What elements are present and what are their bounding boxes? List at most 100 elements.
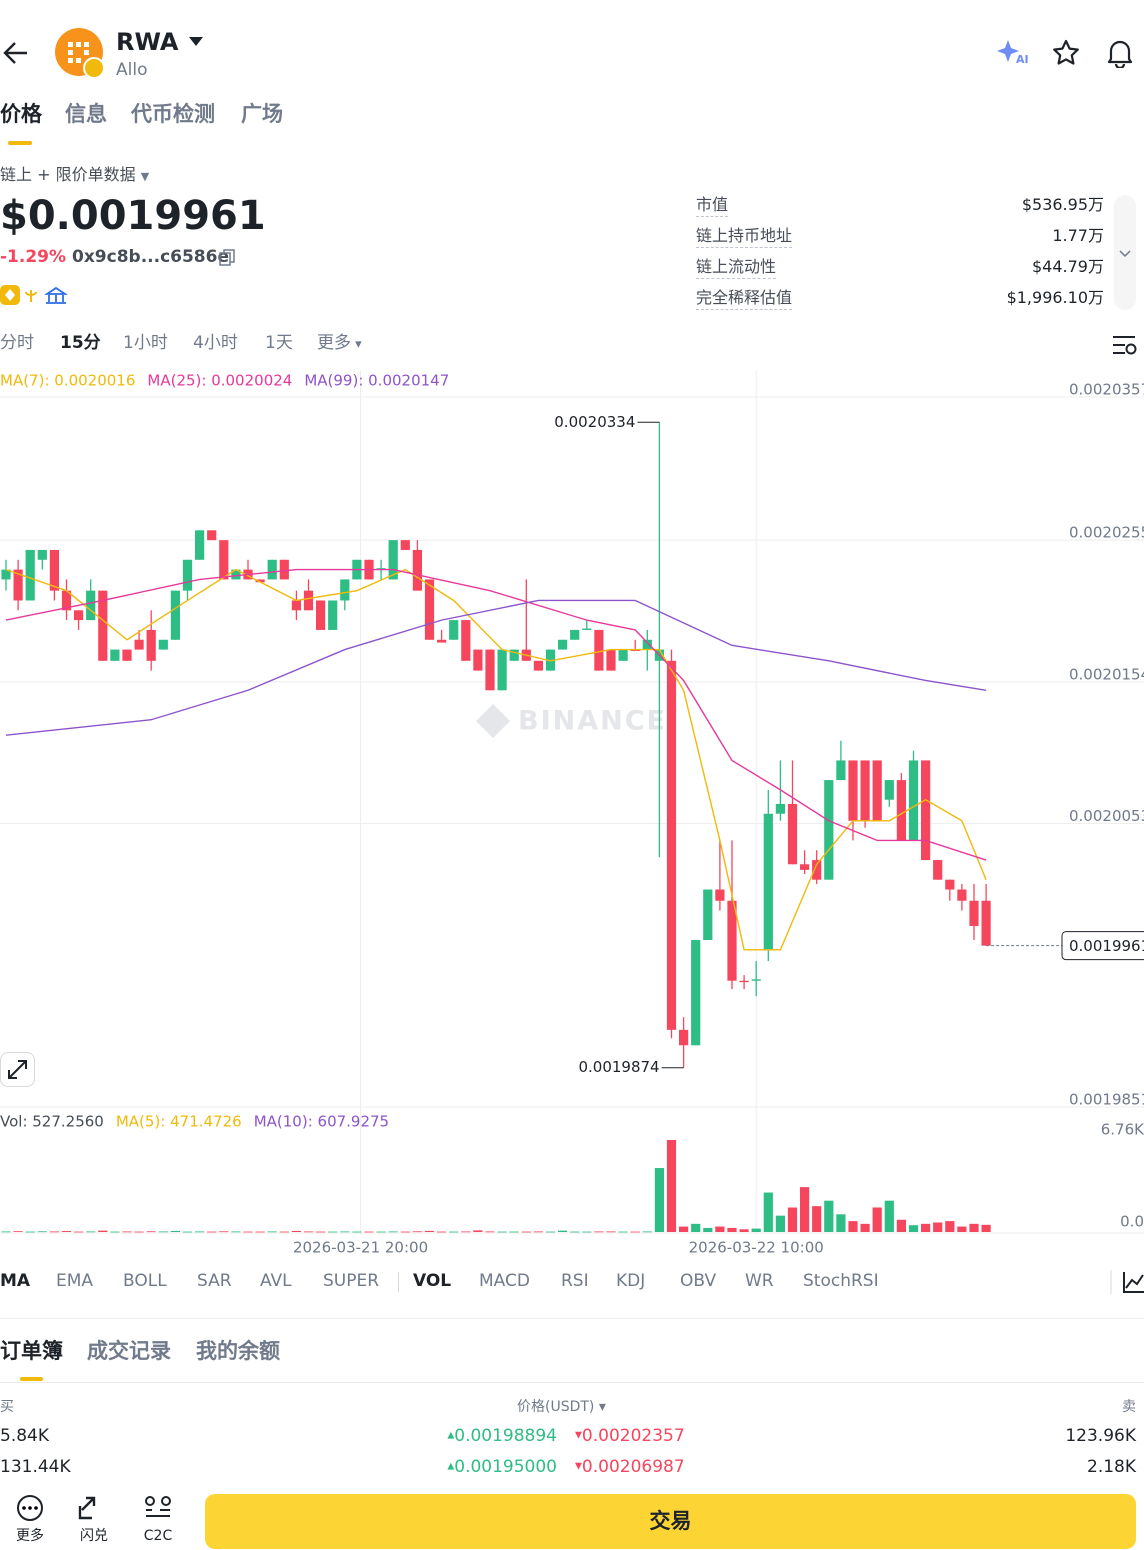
- candle-body: [267, 559, 277, 580]
- volume-bar: [243, 1231, 253, 1233]
- volume-bar: [25, 1231, 35, 1233]
- ask-price: ▼0.00202357: [575, 1426, 685, 1446]
- ob-header[interactable]: 价格(USDT) ▾: [517, 1399, 606, 1415]
- ma-line: [5, 568, 987, 951]
- orderbook-tab[interactable]: 成交记录: [87, 1339, 171, 1363]
- candle-body: [836, 760, 846, 781]
- candle-body: [98, 590, 108, 661]
- volume-bar: [49, 1231, 59, 1233]
- tab[interactable]: 广场: [241, 102, 283, 126]
- ob-header: 买: [0, 1399, 14, 1415]
- volume-bar: [219, 1231, 229, 1233]
- volume-bar: [400, 1231, 410, 1233]
- candle-body: [110, 649, 120, 661]
- back-button[interactable]: [2, 40, 30, 66]
- timeframe[interactable]: 1小时: [123, 333, 168, 353]
- volume-bar: [424, 1230, 435, 1232]
- timeframe[interactable]: 1天: [265, 333, 293, 353]
- indicator-tab[interactable]: KDJ: [616, 1271, 646, 1291]
- svg-text:AI: AI: [1016, 53, 1029, 66]
- candle-body: [921, 760, 931, 861]
- divider: [398, 1272, 399, 1292]
- stat-label: 市值: [696, 197, 729, 217]
- candle-body: [727, 900, 737, 981]
- indicator-tab[interactable]: AVL: [260, 1271, 292, 1291]
- tab[interactable]: 代币检测: [131, 102, 215, 126]
- volume-bar: [158, 1231, 168, 1233]
- volume-bar: [582, 1231, 592, 1233]
- indicator-tab[interactable]: WR: [745, 1271, 774, 1291]
- indicator-tab[interactable]: VOL: [413, 1271, 452, 1291]
- candle-body: [533, 660, 543, 671]
- token-logo: [55, 28, 105, 79]
- tab[interactable]: 价格: [0, 102, 42, 126]
- stat-label: 链上持币地址: [696, 228, 793, 248]
- volume-bar: [13, 1231, 23, 1232]
- chart-settings[interactable]: [1112, 334, 1138, 358]
- down-caret: ▼: [575, 1461, 582, 1472]
- candle-body: [158, 639, 168, 650]
- orderbook-tab[interactable]: 我的余额: [196, 1339, 280, 1363]
- token-symbol[interactable]: RWA: [116, 28, 179, 56]
- volume-bar: [848, 1221, 858, 1232]
- indicator-tab[interactable]: MACD: [479, 1271, 530, 1291]
- trade-button[interactable]: 交易: [205, 1494, 1136, 1549]
- timeframe[interactable]: 更多 ▾: [317, 333, 362, 353]
- nav-item[interactable]: 闪兑: [80, 1528, 108, 1544]
- volume-bar: [291, 1230, 301, 1232]
- timeframe[interactable]: 分时: [0, 333, 34, 353]
- volume-tick-label: 6.76K: [1101, 1121, 1144, 1139]
- timeframe[interactable]: 4小时: [193, 333, 238, 353]
- indicator-tab[interactable]: BOLL: [123, 1271, 167, 1291]
- volume-bar: [37, 1231, 47, 1233]
- candle-body: [291, 600, 301, 611]
- candle-body: [134, 639, 144, 650]
- orderbook-tab[interactable]: 订单簿: [0, 1339, 63, 1363]
- candle-body: [340, 579, 350, 601]
- candle-body: [969, 900, 979, 927]
- candle-body: [860, 760, 870, 821]
- alert-button[interactable]: [1106, 38, 1134, 68]
- indicator-settings[interactable]: [1110, 1268, 1144, 1296]
- volume-bar: [110, 1231, 120, 1233]
- volume-bar: [61, 1231, 72, 1232]
- indicator-tab[interactable]: SUPER: [323, 1271, 380, 1291]
- nav-item[interactable]: 更多: [16, 1528, 44, 1544]
- volume-bar: [497, 1231, 507, 1233]
- y-tick-label: 0.0019851: [1069, 1091, 1144, 1109]
- copy-button[interactable]: [219, 249, 235, 267]
- candle-body: [437, 639, 447, 643]
- candle-body: [207, 530, 217, 541]
- candle-body: [1, 569, 11, 580]
- candle-body: [945, 879, 955, 890]
- stats-expand[interactable]: [1114, 195, 1136, 310]
- timeframe[interactable]: 15分: [60, 333, 101, 353]
- volume-bar: [545, 1231, 556, 1233]
- indicator-tab[interactable]: SAR: [197, 1271, 232, 1291]
- favorite-button[interactable]: [1052, 39, 1080, 67]
- volume-bar: [146, 1231, 156, 1233]
- indicator-tab[interactable]: OBV: [680, 1271, 717, 1291]
- price-change: -1.29%: [0, 247, 67, 267]
- volume-bar: [521, 1231, 531, 1233]
- indicator-tab[interactable]: MA: [0, 1271, 31, 1291]
- volume-bar: [618, 1231, 628, 1233]
- candle-body: [896, 780, 906, 841]
- candle-body: [787, 803, 798, 865]
- data-source[interactable]: 链上 + 限价单数据 ▼: [0, 165, 150, 184]
- ai-button[interactable]: AI: [996, 38, 1030, 68]
- symbol-dropdown[interactable]: [188, 35, 204, 47]
- volume-bar: [981, 1224, 991, 1232]
- tab[interactable]: 信息: [65, 102, 107, 126]
- candle-body: [848, 760, 858, 821]
- volume-bar: [207, 1231, 217, 1233]
- candle-body: [558, 639, 568, 650]
- volume-bar: [195, 1231, 205, 1233]
- fullscreen-button[interactable]: [0, 1052, 35, 1087]
- indicator-tab[interactable]: EMA: [56, 1271, 94, 1291]
- indicator-tab[interactable]: RSI: [561, 1271, 589, 1291]
- nav-item[interactable]: C2C: [143, 1528, 173, 1544]
- volume-bar: [412, 1231, 422, 1233]
- indicator-tab[interactable]: StochRSI: [803, 1271, 879, 1291]
